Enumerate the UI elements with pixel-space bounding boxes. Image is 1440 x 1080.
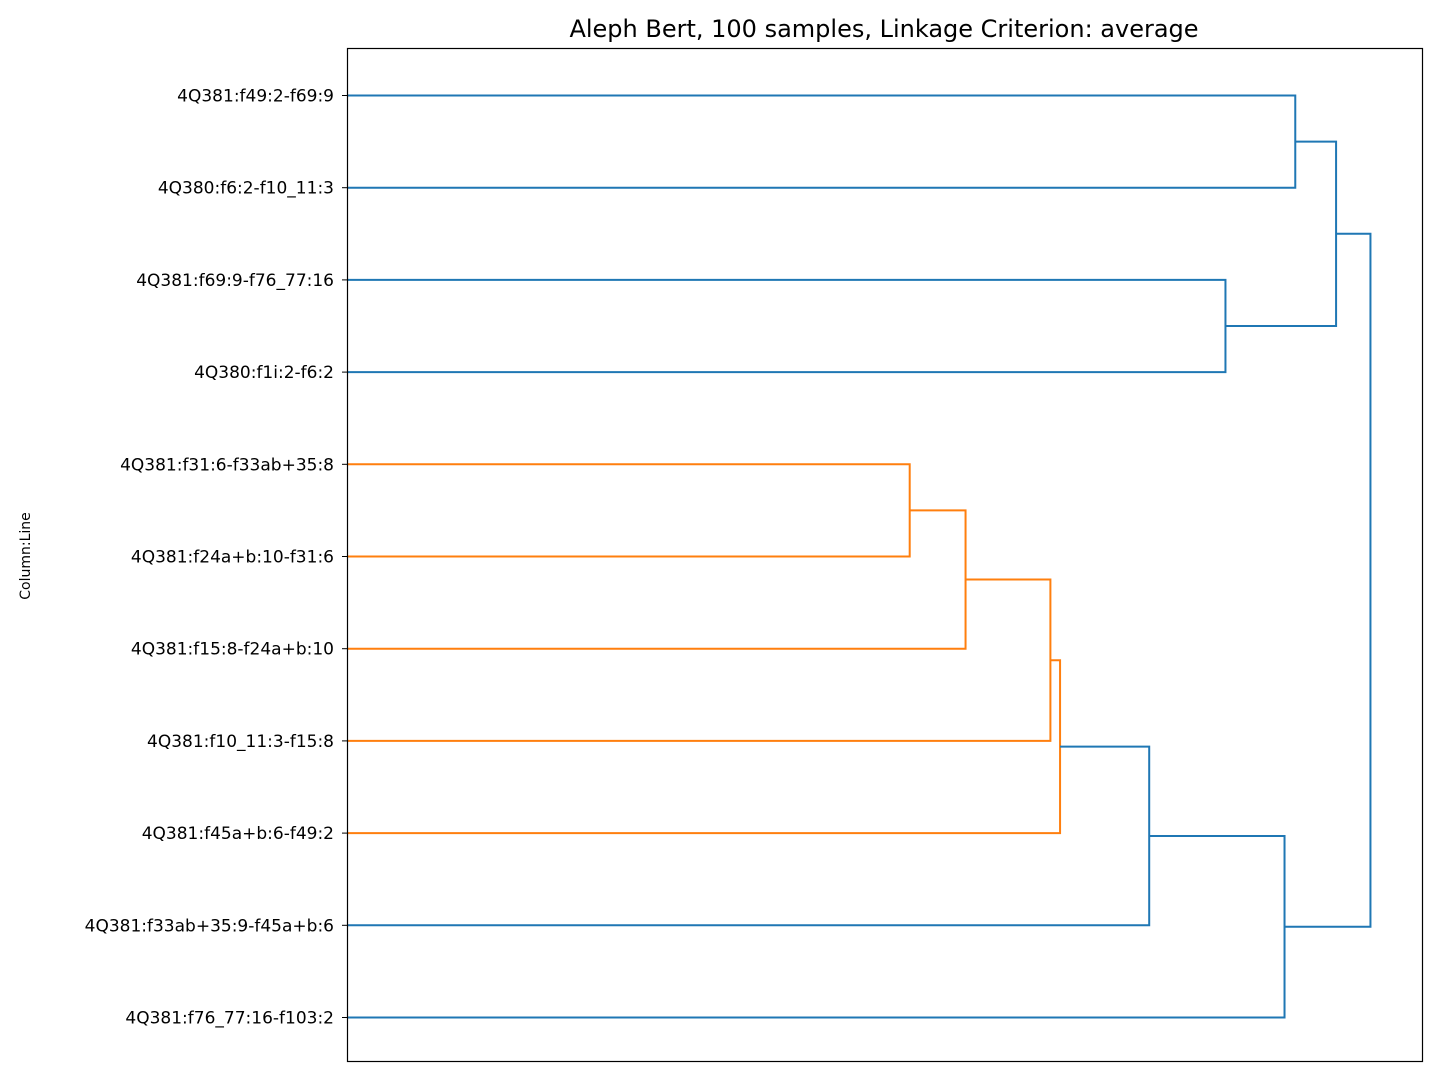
dendrogram-link-9 [1284,232,1372,928]
dendrogram-link-1 [348,509,967,650]
leaf-label-8: 4Q381:f45a+b:6-f49:2 [142,824,334,844]
leaf-label-7: 4Q381:f10_11:3-f15:8 [147,732,334,752]
plot-frame [346,47,1424,1063]
y-axis-label: Column:Line [18,512,34,600]
leaf-label-0: 4Q381:f49:2-f69:9 [177,87,334,107]
dendrogram-link-7 [348,94,1297,189]
dendrogram-links [348,94,1372,1019]
leaf-label-9: 4Q381:f33ab+35:9-f45a+b:6 [85,916,334,936]
dendrogram-link-3 [348,659,1062,835]
dendrogram-link-6 [348,834,1286,1019]
leaf-labels: 4Q381:f49:2-f69:9 4Q380:f6:2-f10_11:3 4Q38… [85,87,348,1029]
leaf-label-3: 4Q380:f1i:2-f6:2 [194,363,334,383]
leaf-label-1: 4Q380:f6:2-f10_11:3 [158,179,334,199]
leaf-label-2: 4Q381:f69:9-f76_77:16 [136,271,334,291]
dendrogram-link-4 [348,745,1151,927]
leaf-label-5: 4Q381:f24a+b:10-f31:6 [131,548,334,568]
dendrogram-link-2 [348,578,1052,742]
leaf-label-6: 4Q381:f15:8-f24a+b:10 [131,640,334,660]
chart-title: Aleph Bert, 100 samples, Linkage Criteri… [569,15,1198,43]
dendrogram-link-8 [1225,140,1338,327]
leaf-label-10: 4Q381:f76_77:16-f103:2 [125,1009,334,1029]
dendrogram-link-5 [348,278,1227,374]
dendrogram-link-0 [348,463,911,558]
leaf-label-4: 4Q381:f31:6-f33ab+35:8 [120,455,334,475]
